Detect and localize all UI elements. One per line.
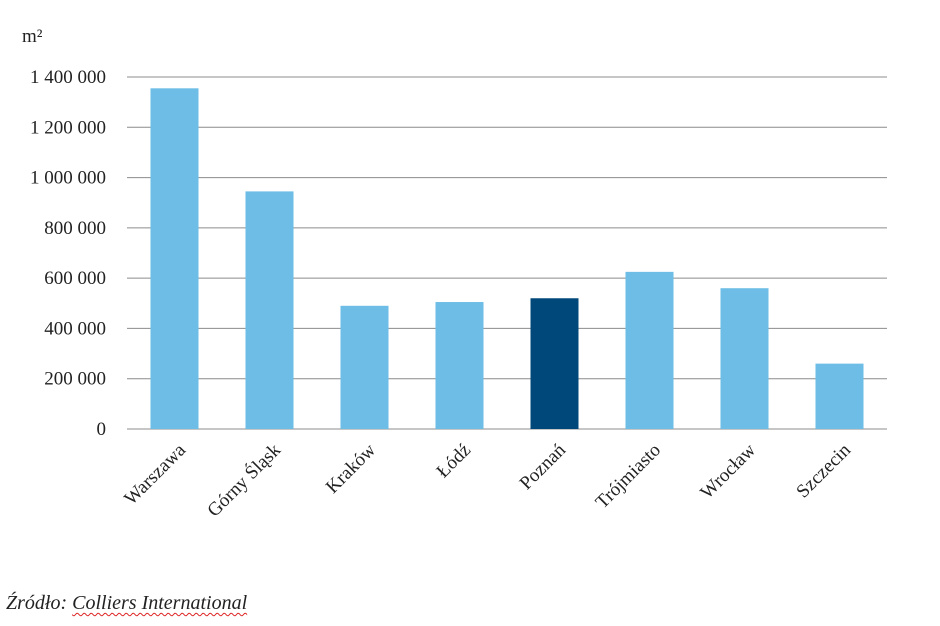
y-tick-label: 800 000 — [44, 218, 106, 239]
bar-1 — [245, 191, 294, 429]
bar-6 — [720, 288, 769, 429]
category-label: Łódź — [433, 440, 475, 482]
category-label: Poznań — [516, 439, 571, 494]
category-label: Szczecin — [792, 439, 855, 502]
source-prefix: Źródło: — [6, 592, 73, 614]
y-axis-unit-label: m² — [22, 26, 43, 47]
category-label: Kraków — [322, 439, 380, 497]
category-label: Wrocław — [696, 439, 760, 503]
category-label: Górny Śląsk — [203, 439, 286, 522]
gridlines — [127, 76, 887, 430]
bar-2 — [340, 305, 389, 429]
bar-chart: 0 200 000 400 000 600 000 800 000 1 000 000 1 … — [22, 26, 887, 522]
y-tick-label: 0 — [97, 419, 107, 440]
bar-4 — [530, 298, 579, 429]
bar-5 — [625, 271, 674, 429]
y-tick-label: 1 400 000 — [30, 67, 106, 88]
bar-3 — [435, 302, 484, 429]
y-tick-label: 400 000 — [44, 318, 106, 339]
source-name: Colliers International — [72, 592, 248, 614]
category-label: Warszawa — [120, 439, 190, 509]
category-label: Trójmiasto — [592, 440, 665, 513]
y-axis-tick-labels: 0 200 000 400 000 600 000 800 000 1 000 000 1 … — [30, 67, 106, 440]
bar-7 — [815, 363, 864, 429]
y-tick-label: 1 000 000 — [30, 168, 106, 189]
x-axis-category-labels: Warszawa Górny Śląsk Kraków Łódź Poznań Trójm… — [120, 439, 855, 522]
source-note: Źródło: Colliers International — [6, 592, 247, 615]
bar-0 — [150, 88, 199, 430]
bars — [150, 88, 864, 430]
y-tick-label: 1 200 000 — [30, 117, 106, 138]
y-tick-label: 600 000 — [44, 268, 106, 289]
y-tick-label: 200 000 — [44, 369, 106, 390]
